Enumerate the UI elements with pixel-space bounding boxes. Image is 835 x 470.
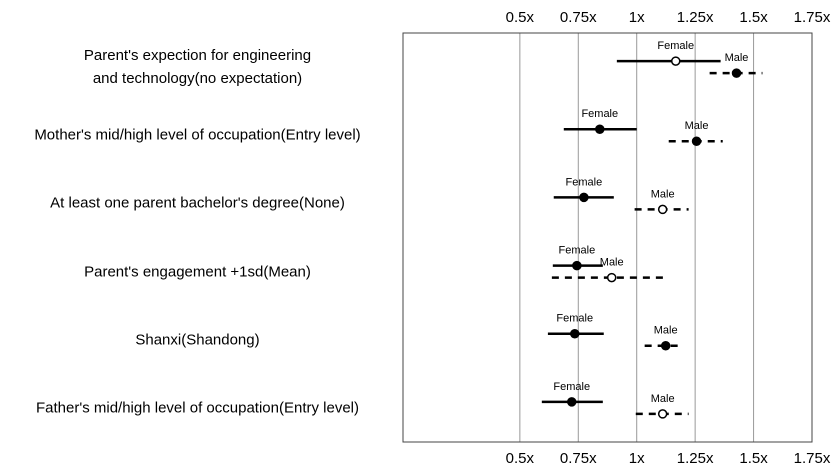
point	[572, 260, 582, 271]
point	[606, 272, 617, 283]
point	[657, 204, 668, 215]
series-label: Female	[556, 313, 593, 325]
point	[579, 192, 589, 203]
point	[731, 68, 742, 78]
x-tick-label-bottom: 1.75x	[794, 450, 831, 467]
x-tick-label-bottom: 1x	[629, 450, 645, 467]
series-label: Female	[559, 244, 596, 256]
series-label: Male	[651, 188, 675, 200]
x-tick-label-bottom: 0.75x	[560, 450, 597, 467]
x-tick-label-bottom: 1.5x	[739, 450, 768, 467]
x-tick-label-top: 0.75x	[560, 9, 597, 26]
x-tick-label-top: 1.75x	[794, 9, 831, 26]
point	[657, 409, 668, 419]
row-label: Mother's mid/high level of occupation(En…	[34, 126, 361, 144]
series-label: Female	[566, 176, 603, 188]
point	[570, 329, 580, 339]
x-tick-label-bottom: 0.5x	[506, 450, 535, 467]
point	[566, 397, 577, 407]
point	[595, 124, 605, 134]
x-tick-label-top: 1.5x	[739, 9, 768, 26]
series-label: Female	[581, 108, 618, 120]
row-label: Shanxi(Shandong)	[135, 331, 260, 349]
series-label: Male	[654, 325, 678, 337]
series-label: Male	[685, 120, 709, 132]
x-tick-label-top: 0.5x	[506, 9, 535, 26]
series-label: Male	[600, 256, 624, 268]
row-label: Parent's engagement +1sd(Mean)	[84, 263, 311, 281]
series-label: Female	[657, 40, 694, 52]
x-tick-label-top: 1x	[629, 9, 645, 26]
row-label: Father's mid/high level of occupation(En…	[35, 399, 359, 417]
point	[670, 56, 681, 66]
row-label: At least one parent bachelor's degree(No…	[50, 194, 345, 212]
series-label: Male	[651, 393, 675, 405]
point	[691, 136, 702, 146]
series-label: Female	[553, 381, 590, 393]
point	[660, 341, 671, 351]
plot-frame	[402, 32, 813, 443]
x-tick-label-top: 1.25x	[677, 9, 714, 26]
row-label: Parent's expection for engineering and t…	[83, 47, 312, 88]
series-label: Male	[725, 52, 749, 64]
x-tick-label-bottom: 1.25x	[677, 450, 714, 467]
